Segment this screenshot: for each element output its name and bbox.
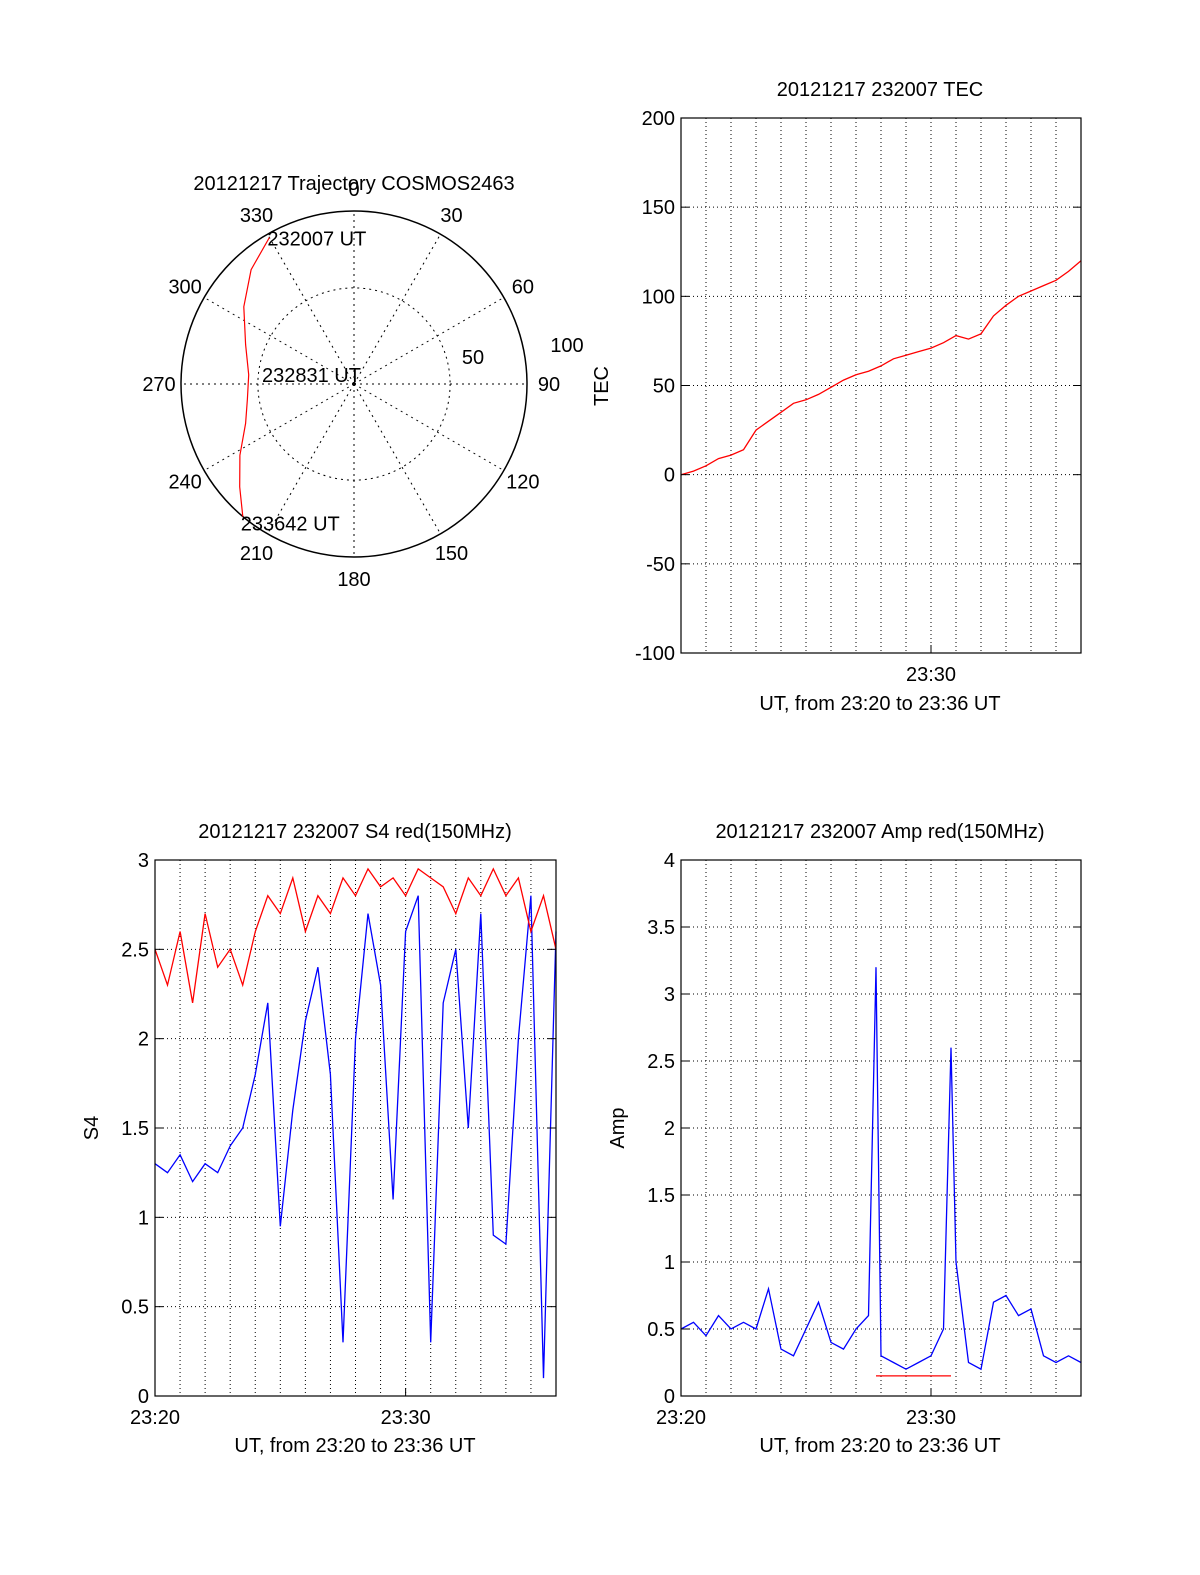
x-tick-label: 23:20 [656, 1407, 706, 1429]
polar-spoke [353, 233, 441, 385]
polar-angle-label: 240 [168, 472, 201, 494]
y-tick-label: 50 [653, 376, 675, 398]
y-tick-label: 150 [642, 197, 675, 219]
y-tick-label: 0 [664, 465, 675, 487]
s4-title: 20121217 232007 S4 red(150MHz) [198, 821, 512, 843]
polar-angle-label: 90 [538, 374, 560, 396]
y-tick-label: 200 [642, 108, 675, 130]
x-tick-label: 23:30 [381, 1407, 431, 1429]
series-line [154, 895, 557, 1379]
polar-angle-label: 210 [240, 543, 273, 565]
polar-spoke [267, 233, 355, 385]
y-tick-label: -50 [646, 554, 675, 576]
polar-angle-label: 330 [240, 205, 273, 227]
series-line [680, 967, 1082, 1371]
polar-radial-label: 50 [462, 347, 484, 369]
amp-xlabel: UT, from 23:20 to 23:36 UT [759, 1435, 1000, 1457]
polar-angle-label: 120 [506, 472, 539, 494]
s4-ylabel: S4 [81, 1116, 103, 1140]
y-tick-label: 3.5 [647, 917, 675, 939]
x-tick-label: 23:30 [906, 1407, 956, 1429]
polar-spoke [203, 383, 355, 471]
polar-outer-circle [180, 210, 528, 558]
y-tick-label: 3 [664, 984, 675, 1006]
polar-grid [180, 210, 528, 558]
tec-panel: 20121217 232007 TEC UT, from 23:20 to 23… [591, 79, 1082, 715]
x-tick-label: 23:20 [130, 1407, 180, 1429]
y-tick-label: 100 [642, 286, 675, 308]
polar-radial-label: 100 [550, 335, 583, 357]
trajectory-end-label: 233642 UT [241, 514, 340, 536]
y-tick-label: -100 [635, 643, 675, 665]
polar-spoke [267, 383, 355, 535]
series-line [680, 260, 1082, 476]
polar-angle-label: 0 [348, 179, 359, 201]
y-tick-label: 4 [664, 850, 675, 872]
trajectory-mid-label: 232831 UT [262, 365, 361, 387]
polar-panel: 20121217 Trajectory COSMOS2463 0 30 60 90 12… [142, 173, 583, 591]
polar-spoke [353, 383, 505, 471]
polar-angle-label: 300 [168, 277, 201, 299]
y-tick-label: 1.5 [121, 1118, 149, 1140]
y-tick-label: 3 [138, 850, 149, 872]
polar-angle-label: 270 [142, 374, 175, 396]
y-tick-label: 0.5 [647, 1319, 675, 1341]
tec-ylabel: TEC [591, 366, 613, 406]
trajectory-line [239, 237, 270, 517]
y-tick-label: 1 [664, 1252, 675, 1274]
polar-angle-labels: 0 30 60 90 120 150 180 210 240 270 300 330 [142, 179, 560, 591]
y-tick-label: 2.5 [121, 939, 149, 961]
y-tick-label: 2 [138, 1029, 149, 1051]
y-tick-label: 1.5 [647, 1185, 675, 1207]
polar-radial-labels: 50 100 [462, 335, 584, 369]
polar-spoke [203, 297, 355, 385]
tec-xlabel: UT, from 23:20 to 23:36 UT [759, 693, 1000, 715]
polar-title: 20121217 Trajectory COSMOS2463 [193, 173, 514, 195]
y-tick-label: 1 [138, 1207, 149, 1229]
polar-angle-label: 30 [440, 205, 462, 227]
y-tick-label: 0 [664, 1386, 675, 1408]
polar-angle-label: 180 [337, 569, 370, 591]
amp-title: 20121217 232007 Amp red(150MHz) [715, 821, 1044, 843]
polar-angle-label: 150 [435, 543, 468, 565]
s4-panel: 20121217 232007 S4 red(150MHz) UT, from … [81, 821, 557, 1457]
trajectory-start-label: 232007 UT [267, 229, 366, 251]
series-line [154, 867, 557, 1004]
y-tick-label: 0.5 [121, 1297, 149, 1319]
polar-angle-label: 60 [512, 277, 534, 299]
amp-ylabel: Amp [607, 1107, 629, 1148]
y-tick-label: 2 [664, 1118, 675, 1140]
x-tick-label: 23:30 [906, 664, 956, 686]
s4-xlabel: UT, from 23:20 to 23:36 UT [234, 1435, 475, 1457]
amp-panel: 20121217 232007 Amp red(150MHz) UT, from… [607, 821, 1082, 1457]
polar-spoke [353, 383, 441, 535]
y-tick-label: 0 [138, 1386, 149, 1408]
y-tick-label: 2.5 [647, 1051, 675, 1073]
tec-title: 20121217 232007 TEC [777, 79, 983, 101]
polar-spoke [353, 297, 505, 385]
